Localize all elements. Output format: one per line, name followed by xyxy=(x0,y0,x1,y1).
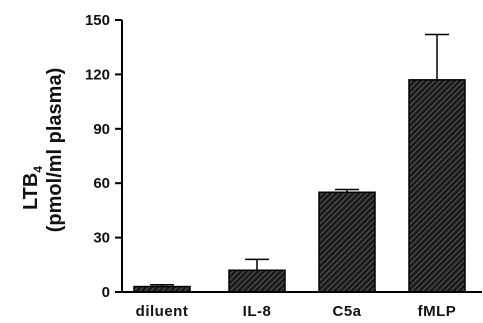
x-tick-label: IL-8 xyxy=(243,303,272,320)
y-axis-title: LTB4 (pmol/ml plasma) xyxy=(20,68,66,232)
x-tick-label: C5a xyxy=(332,303,361,320)
y-tick-label: 30 xyxy=(93,230,110,247)
bar-fmlp xyxy=(408,79,466,293)
y-axis-title-main: LTB xyxy=(20,173,42,210)
error-bars xyxy=(150,33,449,287)
x-tick-label: diluent xyxy=(136,303,189,320)
y-tick-label: 0 xyxy=(102,284,110,301)
y-tick-label: 60 xyxy=(93,175,110,192)
x-tick-label: fMLP xyxy=(418,303,457,320)
y-axis-title-line1: LTB4 xyxy=(20,166,45,210)
y-tick-label: 150 xyxy=(85,12,110,29)
y-tick-label: 90 xyxy=(93,121,110,138)
y-axis-title-subscript: 4 xyxy=(31,166,45,173)
bar-il-8 xyxy=(228,269,286,293)
bar-c5a xyxy=(318,191,376,293)
y-axis-title-line2: (pmol/ml plasma) xyxy=(44,68,66,232)
y-tick-label: 120 xyxy=(85,66,110,83)
bars xyxy=(133,79,466,293)
y-axis: 0 30 60 90 120 150 xyxy=(85,12,123,301)
x-axis: diluent IL-8 C5a fMLP xyxy=(122,291,482,320)
